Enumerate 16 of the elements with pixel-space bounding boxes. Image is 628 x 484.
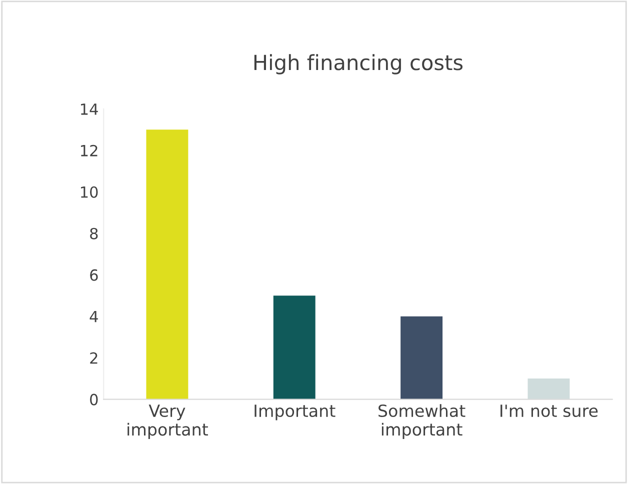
y-tick-label: 8	[90, 228, 98, 240]
x-tick-label: Very important	[128, 404, 208, 439]
y-tick-label: 0	[90, 394, 98, 406]
bar	[146, 130, 188, 400]
bar	[273, 296, 316, 400]
x-tick-label: I'm not sure	[500, 404, 598, 418]
bar	[400, 316, 443, 400]
y-tick-label: 10	[80, 186, 98, 198]
y-tick-label: 12	[80, 144, 98, 156]
y-tick-label: 6	[90, 269, 98, 281]
y-tick-label: 14	[80, 104, 98, 115]
chart-title: High financing costs	[254, 54, 463, 74]
x-tick-label: Somewhat important	[378, 404, 466, 439]
y-tick-label: 2	[90, 352, 98, 364]
x-tick-label: Important	[254, 404, 336, 420]
y-tick-label: 4	[90, 310, 98, 322]
